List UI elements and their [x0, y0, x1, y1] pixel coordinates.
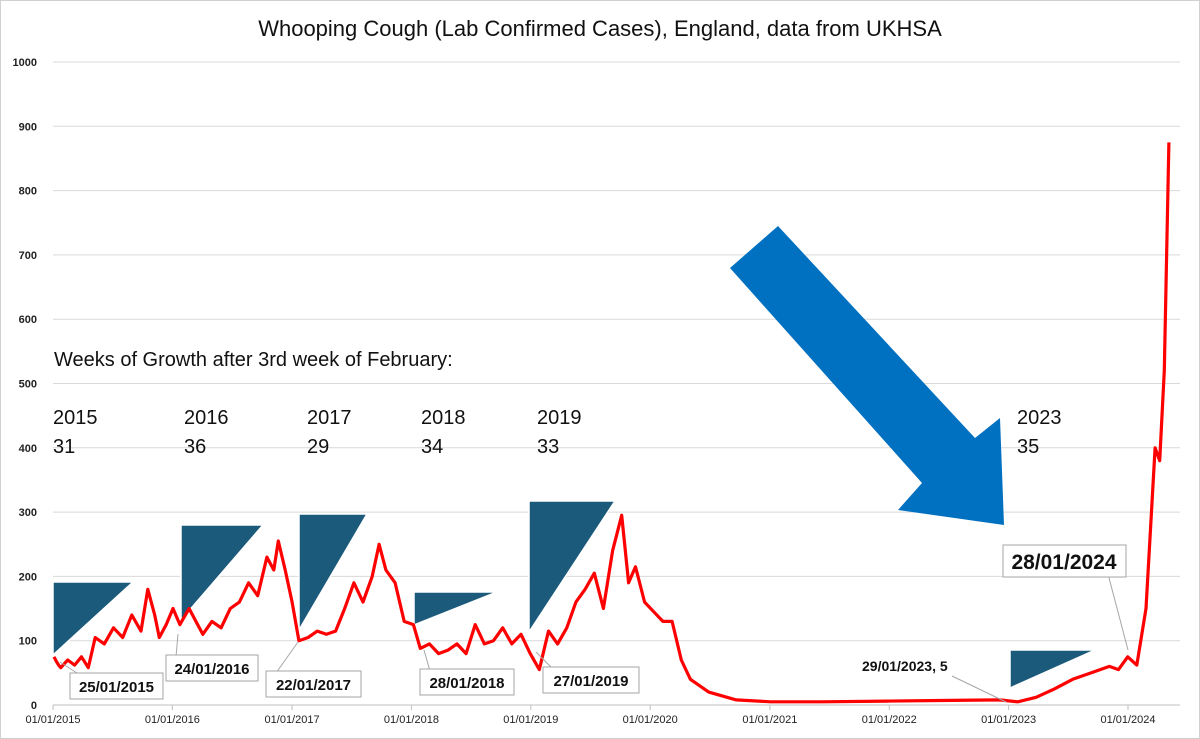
y-tick-label: 1000 — [13, 57, 37, 69]
year-label: 2023 — [1017, 407, 1062, 429]
date-callout-label: 27/01/2019 — [553, 673, 628, 690]
callout-leader — [275, 641, 299, 674]
x-tick-label: 01/01/2017 — [265, 714, 320, 726]
blue-arrow — [730, 226, 1004, 525]
callout-2024-box — [1002, 544, 1127, 578]
y-tick-label: 200 — [19, 571, 37, 583]
year-labels: 2015 31 2016 36 2017 29 2018 34 2019 33 2023 35 — [53, 407, 1062, 458]
date-callout-label: 24/01/2016 — [174, 661, 249, 678]
callout-layer: 25/01/2015 24/01/2016 22/01/2017 28/01/2018… — [59, 544, 1129, 703]
x-tick-label: 01/01/2019 — [503, 714, 558, 726]
annotation-shapes — [52, 226, 1096, 690]
year-label: 2016 — [184, 407, 229, 429]
date-callout-box — [165, 654, 259, 682]
y-tick-label: 100 — [19, 636, 37, 648]
x-tick-label: 01/01/2020 — [623, 714, 678, 726]
year-label: 2017 — [307, 407, 352, 429]
growth-triangle — [298, 513, 369, 633]
x-tick-label: 01/01/2021 — [742, 714, 797, 726]
y-tick-label: 400 — [19, 443, 37, 455]
weeks-value: 36 — [184, 436, 206, 458]
date-callout-label: 22/01/2017 — [276, 677, 351, 694]
date-callout-box — [69, 672, 164, 700]
date-callout-label: 25/01/2015 — [79, 679, 154, 696]
callout-2023-label: 29/01/2023, 5 — [862, 658, 948, 674]
date-callout-box — [419, 668, 515, 696]
year-label: 2019 — [537, 407, 582, 429]
x-tick-label: 01/01/2023 — [981, 714, 1036, 726]
y-tick-label: 900 — [19, 121, 37, 133]
growth-triangle — [52, 581, 135, 657]
y-tick-label: 0 — [31, 700, 37, 712]
growth-heading: Weeks of Growth after 3rd week of Februa… — [54, 349, 453, 371]
weeks-value: 33 — [537, 436, 559, 458]
callout-leader-2023 — [951, 675, 1007, 703]
x-tick-label: 01/01/2018 — [384, 714, 439, 726]
weeks-value: 31 — [53, 436, 75, 458]
y-tick-label: 600 — [19, 314, 37, 326]
y-tick-label: 500 — [19, 379, 37, 391]
callout-leader — [423, 649, 431, 672]
y-tick-label: 800 — [19, 186, 37, 198]
grid-layer — [53, 61, 1180, 706]
callout-2024-label: 28/01/2024 — [1011, 551, 1116, 574]
weeks-value: 29 — [307, 436, 329, 458]
y-axis-ticks: 0 100 200 300 400 500 600 700 800 900 1000 — [13, 57, 37, 712]
x-tick-label: 01/01/2015 — [25, 714, 80, 726]
callout-leader — [175, 633, 179, 658]
chart-title: Whooping Cough (Lab Confirmed Cases), En… — [258, 16, 942, 41]
x-axis-ticks: 01/01/2015 01/01/2016 01/01/2017 01/01/2018… — [25, 705, 1156, 726]
x-tick-label: 01/01/2016 — [145, 714, 200, 726]
date-callout-box — [542, 666, 640, 694]
growth-triangle — [1009, 649, 1096, 690]
x-tick-label: 01/01/2022 — [862, 714, 917, 726]
date-callout-label: 28/01/2018 — [429, 675, 504, 692]
growth-triangle — [180, 524, 265, 623]
date-callout-box — [265, 670, 362, 698]
series-line — [52, 142, 1171, 704]
callout-leader-2024 — [1107, 573, 1129, 651]
growth-triangle — [413, 591, 498, 627]
growth-triangle — [528, 500, 617, 635]
weeks-value: 34 — [421, 436, 443, 458]
year-label: 2018 — [421, 407, 466, 429]
y-tick-label: 300 — [19, 507, 37, 519]
weeks-value: 35 — [1017, 436, 1039, 458]
x-tick-label: 01/01/2024 — [1100, 714, 1155, 726]
year-label: 2015 — [53, 407, 98, 429]
y-tick-label: 700 — [19, 250, 37, 262]
callout-leader — [535, 651, 554, 670]
